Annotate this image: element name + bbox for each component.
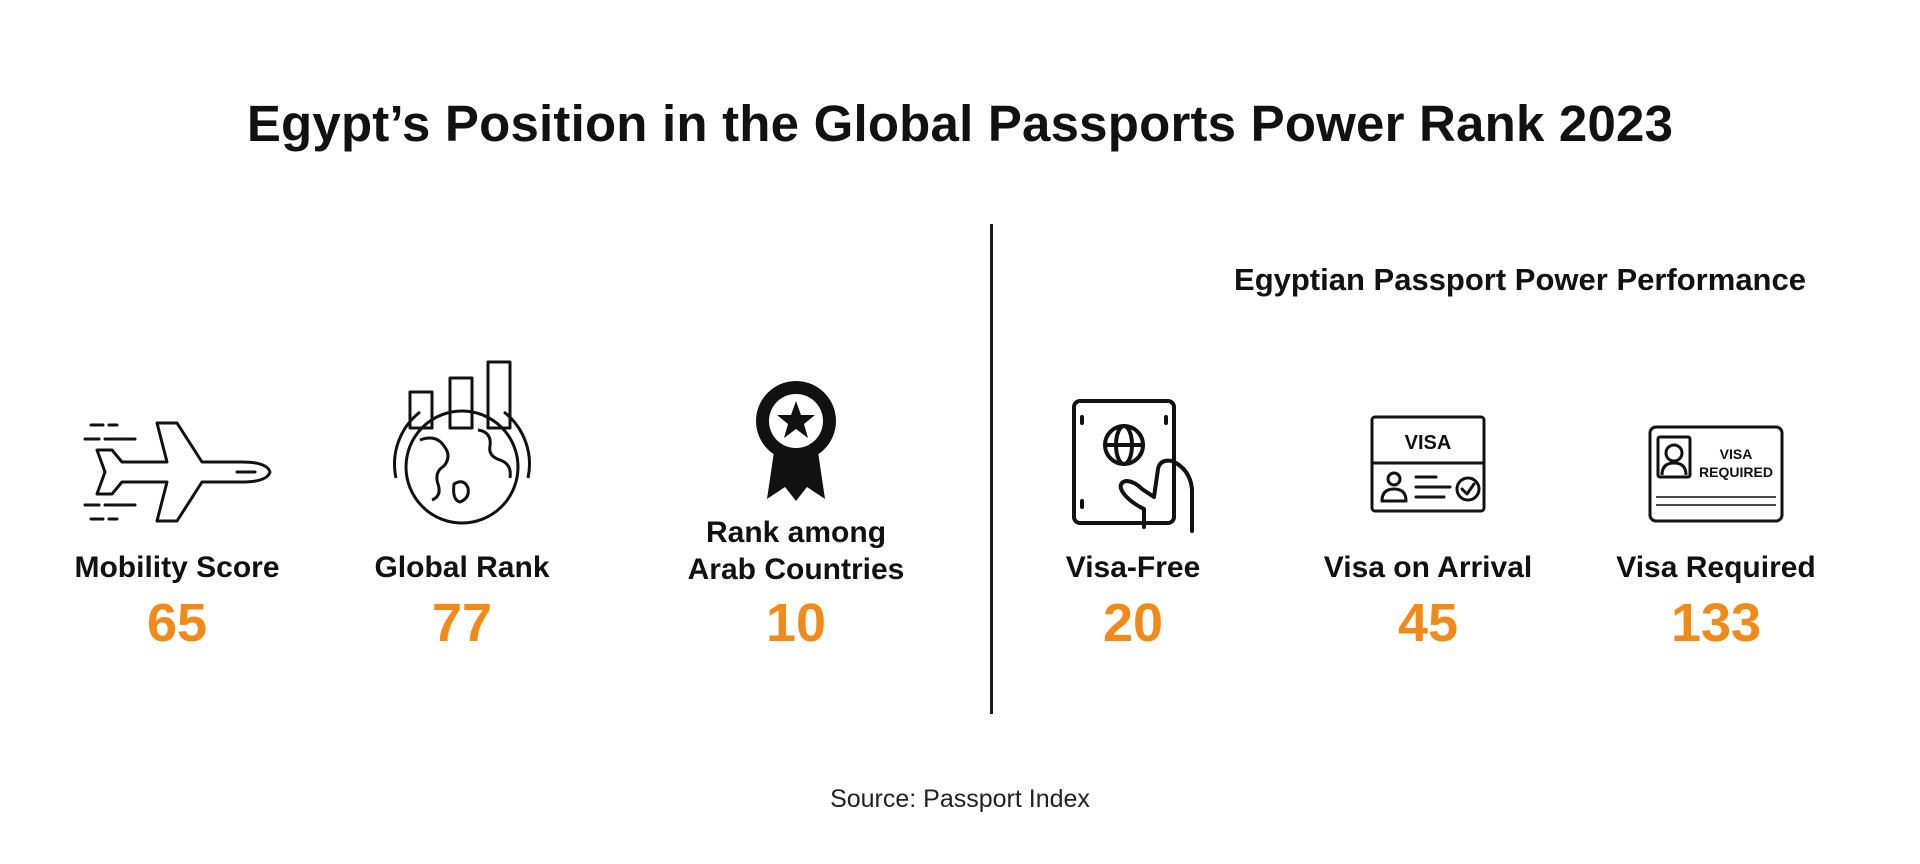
visa-card-icon: VISA xyxy=(1278,415,1578,515)
airplane-icon xyxy=(27,405,327,525)
stat-value: 77 xyxy=(431,593,493,653)
stat-label: Mobility Score xyxy=(74,551,280,584)
section-title: Egyptian Passport Power Performance xyxy=(1234,262,1806,297)
stat-value: 20 xyxy=(1102,593,1164,653)
visa-card-text: VISA xyxy=(1405,432,1452,454)
section-divider xyxy=(990,224,993,714)
stat-value: 10 xyxy=(765,593,827,653)
visa-required-card-icon: VISA REQUIRED xyxy=(1566,425,1866,523)
source-note: Source: Passport Index xyxy=(830,785,1090,813)
stat-visa-required: VISA REQUIRED Visa Required 133 xyxy=(1566,395,1866,655)
stat-arab-rank: Rank among Arab Countries 10 xyxy=(646,381,946,655)
passport-hand-icon xyxy=(983,397,1283,537)
stat-label: Visa-Free xyxy=(1065,551,1201,584)
visa-required-text-line1: VISA xyxy=(1720,446,1753,462)
stat-label-line2: Arab Countries xyxy=(687,553,905,586)
page-title: Egypt’s Position in the Global Passports… xyxy=(246,95,1674,152)
visa-required-text-line2: REQUIRED xyxy=(1699,464,1773,480)
stat-visa-free: Visa-Free 20 xyxy=(983,395,1283,655)
stat-value: 65 xyxy=(146,593,208,653)
stat-label: Visa Required xyxy=(1616,551,1816,584)
stat-label: Visa on Arrival xyxy=(1323,551,1533,584)
award-ribbon-icon xyxy=(646,381,946,501)
stat-label: Global Rank xyxy=(374,551,550,584)
stat-value: 45 xyxy=(1397,593,1459,653)
globe-bar-chart-icon xyxy=(312,360,612,530)
stat-label-line1: Rank among xyxy=(705,516,887,549)
stat-global-rank: Global Rank 77 xyxy=(312,360,612,655)
stat-value: 133 xyxy=(1670,593,1762,653)
stat-visa-on-arrival: VISA Visa on Arrival 45 xyxy=(1278,395,1578,655)
stat-mobility-score: Mobility Score 65 xyxy=(27,395,327,655)
